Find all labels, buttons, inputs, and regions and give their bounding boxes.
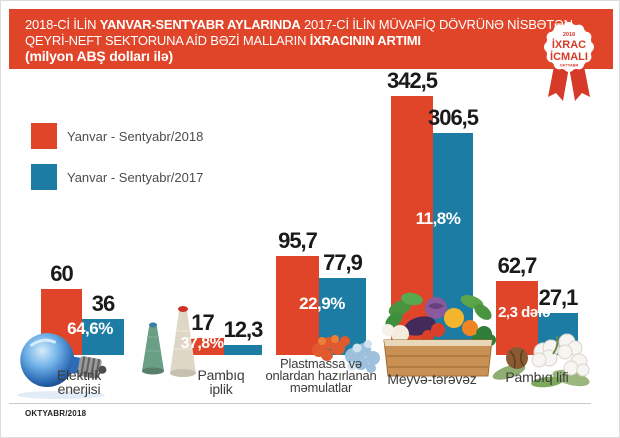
badge-ribbon-icon bbox=[548, 61, 590, 101]
growth-label-plastmassa: 22,9% bbox=[299, 294, 345, 313]
title-unit: (milyon ABŞ dolları ilə) bbox=[25, 48, 173, 64]
category-line: Elektrik bbox=[56, 367, 102, 383]
header-banner: 2018-Cİ İLİN YANVAR-SENTYABR AYLARINDA 2… bbox=[9, 9, 613, 69]
title-line-1-normal: 2018-Cİ İLİN bbox=[25, 17, 100, 32]
vegetable-crate-image bbox=[382, 292, 496, 377]
bar-pambiq-lifi-2018: 62,7 bbox=[496, 253, 538, 355]
vegetables-icon bbox=[382, 292, 496, 346]
category-line: məmulatlar bbox=[289, 380, 353, 395]
legend-label-2017: Yanvar - Sentyabr/2017 bbox=[67, 170, 204, 185]
category-label-elektrik: Elektrik enerjisi bbox=[34, 368, 124, 396]
category-label-pambiq-iplik: Pambıq iplik bbox=[176, 368, 266, 396]
title-line-2: QEYRİ-NEFT SEKTORUNA AİD BƏZİ MALLARIN İ… bbox=[25, 33, 599, 49]
category-line: Pambıq lifi bbox=[505, 369, 569, 385]
title-line-1: 2018-Cİ İLİN YANVAR-SENTYABR AYLARINDA 2… bbox=[25, 17, 599, 33]
title-line-1-bold: YANVAR-SENTYABR AYLARINDA bbox=[99, 17, 301, 32]
legend-swatch-2018 bbox=[31, 123, 57, 149]
legend-swatch-2017 bbox=[31, 164, 57, 190]
bar-value-label: 12,3 bbox=[223, 317, 264, 342]
footer-divider bbox=[9, 403, 591, 404]
category-label-pambiq-lifi: Pambıq lifi bbox=[482, 370, 592, 384]
title-line-2-normal: QEYRİ-NEFT SEKTORUNA AİD BƏZİ MALLARIN bbox=[25, 32, 310, 48]
category-line: Meyvə-tərəvəz bbox=[387, 371, 477, 387]
bar-value-label: 60 bbox=[50, 261, 74, 286]
badge-subtext: OKTYABR bbox=[560, 64, 579, 68]
export-review-badge: 2018 İXRAC İCMALI OKTYABR bbox=[544, 22, 594, 101]
bar-value-label: 306,5 bbox=[427, 105, 479, 130]
category-line: onlardan hazırlanan bbox=[265, 368, 377, 383]
category-label-meyve-terevez: Meyvə-tərəvəz bbox=[377, 372, 487, 386]
light-bulb-image bbox=[17, 333, 107, 399]
cotton-bolls-image bbox=[492, 333, 590, 388]
plastic-granules-image bbox=[312, 335, 380, 373]
bar-pambiq-iplik-2017: 12,3 bbox=[224, 317, 263, 355]
badge-title-line-1: İXRAC bbox=[552, 38, 586, 51]
category-line: Pambıq bbox=[197, 367, 245, 383]
growth-label-elektrik: 64,6% bbox=[67, 319, 113, 338]
bar-value-label: 27,1 bbox=[538, 285, 579, 310]
bar-value-label: 77,9 bbox=[323, 250, 363, 275]
bar-pambiq-iplik-2018: 17 bbox=[181, 310, 224, 355]
badge-seal-icon bbox=[544, 22, 594, 72]
bar-elektrik-2017: 36 bbox=[82, 291, 124, 355]
category-label-plastmassa: Plastmassa və onlardan hazırlanan məmula… bbox=[259, 356, 383, 395]
growth-label-pambiq-iplik: 37,8% bbox=[180, 335, 224, 352]
bar-value-label: 95,7 bbox=[278, 228, 318, 253]
title-line-2-bold: İXRACININ ARTIMI bbox=[309, 32, 421, 48]
title-line-1-rest: 2017-Cİ İLİN MÜVAFİQ DÖVRÜNƏ NİSBƏTƏN bbox=[300, 17, 573, 32]
growth-label-pambiq-lifi: 2,3 dəfə bbox=[498, 304, 550, 321]
badge-title-line-2: İCMALI bbox=[550, 50, 588, 63]
thread-cones-image bbox=[142, 306, 196, 377]
footer-date: OKTYABR/2018 bbox=[25, 409, 87, 418]
badge-year: 2018 bbox=[563, 32, 575, 38]
category-line: iplik bbox=[209, 381, 233, 397]
bar-plastmassa-2018: 95,7 bbox=[276, 228, 319, 355]
bar-value-label: 62,7 bbox=[497, 253, 538, 278]
growth-label-meyve-terevez: 11,8% bbox=[415, 209, 461, 228]
bar-value-label: 17 bbox=[191, 310, 215, 335]
bar-value-label: 342,5 bbox=[386, 68, 438, 93]
legend-label-2018: Yanvar - Sentyabr/2018 bbox=[67, 129, 204, 144]
category-line: enerjisi bbox=[57, 381, 101, 397]
crate-icon bbox=[383, 339, 493, 377]
category-line: Plastmassa və bbox=[280, 356, 362, 371]
bar-value-label: 36 bbox=[91, 291, 116, 316]
